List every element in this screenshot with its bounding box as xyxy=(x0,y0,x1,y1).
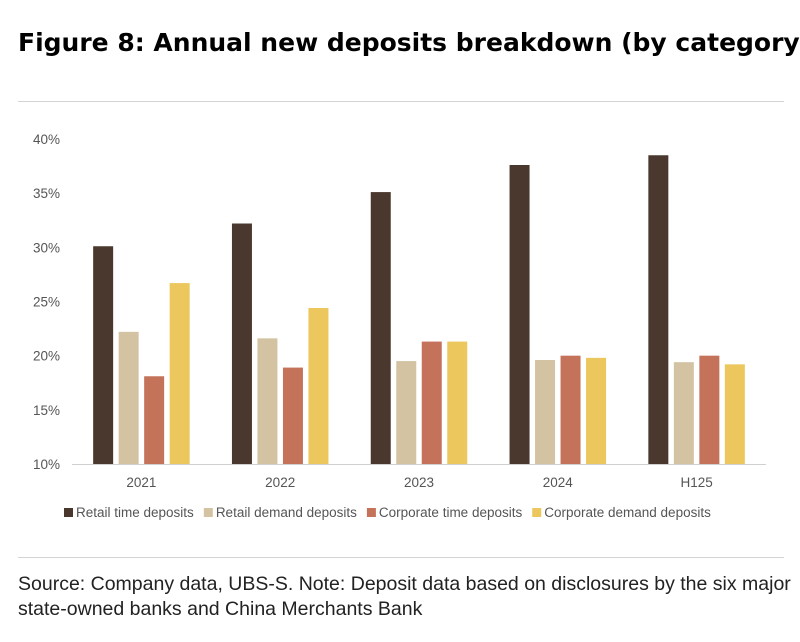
bar xyxy=(699,355,720,464)
legend-label: Corporate demand deposits xyxy=(544,505,711,520)
bar xyxy=(396,361,417,464)
legend-label: Retail demand deposits xyxy=(216,505,357,520)
x-tick-label: 2021 xyxy=(126,475,156,490)
bar xyxy=(231,223,252,464)
legend-label: Retail time deposits xyxy=(76,505,194,520)
y-tick-label: 40% xyxy=(33,132,60,147)
y-tick-label: 20% xyxy=(33,349,60,364)
legend-label: Corporate time deposits xyxy=(379,505,523,520)
bar xyxy=(257,338,278,464)
bottom-divider xyxy=(18,557,784,558)
bar xyxy=(421,341,442,464)
bar xyxy=(447,341,468,464)
bar xyxy=(93,246,114,464)
y-tick-label: 30% xyxy=(33,240,60,255)
x-tick-label: H125 xyxy=(680,475,712,490)
y-tick-label: 35% xyxy=(33,186,60,201)
x-tick-label: 2023 xyxy=(404,475,434,490)
y-tick-label: 10% xyxy=(33,457,60,472)
top-divider xyxy=(18,101,784,102)
bar xyxy=(144,376,165,464)
bar xyxy=(370,192,391,465)
x-axis-labels: 2021 2022 2023 2024 H125 xyxy=(126,475,712,490)
legend: Retail time deposits Retail demand deposi… xyxy=(64,505,711,520)
figure-title: Figure 8: Annual new deposits breakdown … xyxy=(18,28,800,57)
source-note: Source: Company data, UBS-S. Note: Depos… xyxy=(18,573,791,620)
x-tick-label: 2022 xyxy=(265,475,295,490)
bar xyxy=(169,283,190,464)
bar xyxy=(586,357,607,464)
y-tick-label: 25% xyxy=(33,295,60,310)
y-axis: 10% 15% 20% 25% 30% 35% 40% xyxy=(33,132,60,472)
bar xyxy=(673,362,694,464)
bar-chart: 10% 15% 20% 25% 30% 35% 40% 2021 2022 2023 2024 H1… xyxy=(33,132,766,520)
legend-swatch xyxy=(532,508,542,517)
bar xyxy=(282,367,303,464)
legend-swatch xyxy=(203,508,213,517)
y-tick-label: 15% xyxy=(33,403,60,418)
bar xyxy=(560,355,581,464)
legend-swatch xyxy=(64,508,73,517)
bar xyxy=(509,165,530,464)
bars xyxy=(93,155,745,465)
x-tick-label: 2024 xyxy=(543,475,574,490)
bar xyxy=(724,364,745,464)
legend-swatch xyxy=(366,508,376,517)
bar xyxy=(118,331,139,464)
bar xyxy=(535,360,556,464)
bar xyxy=(648,155,669,464)
bar xyxy=(308,308,329,464)
